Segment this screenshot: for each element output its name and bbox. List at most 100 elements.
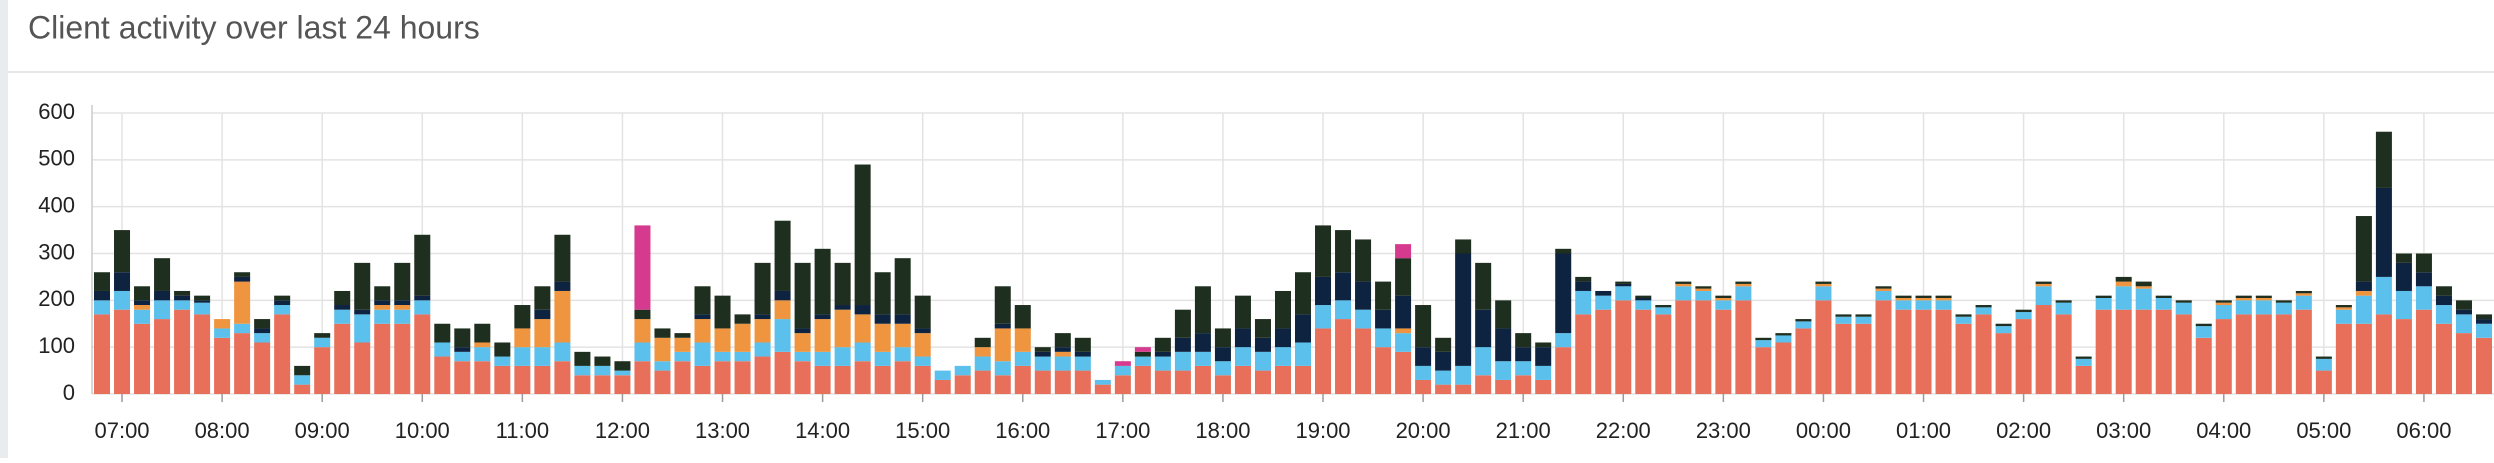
bar-segment — [1214, 375, 1231, 394]
bar-segment — [1635, 297, 1652, 301]
bar-segment — [154, 258, 171, 291]
bar-segment — [1174, 370, 1191, 394]
bar-segment — [1475, 347, 1492, 376]
bar-segment — [1515, 333, 1532, 348]
bar-segment — [894, 258, 911, 315]
bar-segment — [454, 351, 471, 362]
bar-segment — [2055, 314, 2072, 394]
bar-segment — [2115, 286, 2132, 310]
bar-segment — [474, 361, 491, 394]
bar-segment — [1555, 248, 1572, 254]
bar-segment — [534, 319, 551, 348]
bar-segment — [814, 248, 831, 315]
bar-segment — [2435, 295, 2452, 306]
bar-segment — [854, 342, 871, 362]
x-tick-label: 08:00 — [195, 418, 250, 443]
bar-segment — [714, 328, 731, 352]
bar-segment — [814, 351, 831, 366]
bar-segment — [94, 290, 111, 301]
bar-segment — [2075, 365, 2092, 394]
bar-segment — [694, 319, 711, 343]
bar-segment — [2135, 281, 2152, 287]
bar-segment — [1675, 283, 1692, 287]
bar-segment — [1254, 319, 1271, 338]
bar-segment — [1535, 365, 1552, 380]
bar-segment — [134, 309, 151, 324]
bar-segment — [1675, 300, 1692, 394]
bar-segment — [2355, 216, 2372, 282]
bar-segment — [834, 365, 851, 394]
bar-segment — [254, 333, 271, 343]
bar-segment — [554, 342, 571, 362]
bar-segment — [574, 351, 591, 366]
bar-segment — [1675, 286, 1692, 301]
bar-segment — [2215, 319, 2232, 394]
bar-segment — [634, 225, 651, 310]
bar-segment — [194, 300, 211, 303]
bar-segment — [754, 314, 771, 320]
bar-segment — [894, 314, 911, 324]
bar-segment — [854, 164, 871, 306]
bar-segment — [1014, 365, 1031, 394]
x-tick-label: 20:00 — [1396, 418, 1451, 443]
bar-segment — [1274, 347, 1291, 366]
bar-segment — [834, 309, 851, 348]
y-tick-label: 400 — [38, 192, 75, 217]
bar-segment — [1935, 295, 1952, 298]
bar-segment — [2435, 305, 2452, 324]
bar-segment — [314, 337, 331, 348]
bar-segment — [2475, 337, 2492, 394]
bar-segment — [1595, 290, 1612, 296]
bar-segment — [1074, 356, 1091, 371]
bar-segment — [1014, 351, 1031, 366]
bar-segment — [1395, 351, 1412, 394]
bar-segment — [434, 323, 451, 343]
bar-segment — [1134, 347, 1151, 352]
bar-segment — [914, 333, 931, 357]
bar-segment — [1435, 370, 1452, 385]
bar-segment — [174, 300, 191, 310]
bar-segment — [1535, 379, 1552, 394]
bar-segment — [614, 361, 631, 371]
bar-segment — [1315, 328, 1332, 394]
bar-segment — [454, 328, 471, 348]
bar-segment — [1295, 314, 1312, 343]
bar-segment — [694, 342, 711, 366]
bar-segment — [1054, 347, 1071, 352]
bar-segment — [1575, 281, 1592, 291]
bar-segment — [1755, 337, 1772, 341]
bar-segment — [934, 379, 951, 394]
y-tick-label: 200 — [38, 286, 75, 311]
bar-segment — [794, 351, 811, 362]
bar-segment — [674, 351, 691, 362]
x-tick-label: 01:00 — [1896, 418, 1951, 443]
bar-segment — [2135, 309, 2152, 394]
x-tick-label: 00:00 — [1796, 418, 1851, 443]
bar-segment — [2335, 307, 2352, 310]
bar-segment — [2475, 319, 2492, 324]
bar-segment — [2475, 323, 2492, 338]
bar-segment — [1014, 328, 1031, 352]
bar-segment — [834, 347, 851, 366]
bar-segment — [1715, 295, 1732, 298]
bar-segment — [2475, 314, 2492, 320]
chart-title: Client activity over last 24 hours — [28, 9, 480, 45]
bar-segment — [754, 319, 771, 343]
bar-segment — [894, 361, 911, 394]
bar-segment — [1154, 351, 1171, 357]
bar-segment — [2355, 290, 2372, 296]
bar-segment — [1835, 316, 1852, 324]
bar-segment — [2315, 356, 2332, 359]
x-tick-label: 07:00 — [94, 418, 149, 443]
y-tick-label: 0 — [63, 380, 75, 405]
bar-segment — [1795, 328, 1812, 394]
bar-segment — [1234, 328, 1251, 348]
bar-segment — [1995, 333, 2012, 394]
bar-segment — [274, 300, 291, 306]
x-tick-label: 06:00 — [2396, 418, 2451, 443]
bar-segment — [434, 356, 451, 394]
bar-segment — [794, 361, 811, 394]
bar-segment — [1415, 305, 1432, 348]
bar-segment — [2095, 295, 2112, 298]
bar-segment — [214, 337, 231, 394]
